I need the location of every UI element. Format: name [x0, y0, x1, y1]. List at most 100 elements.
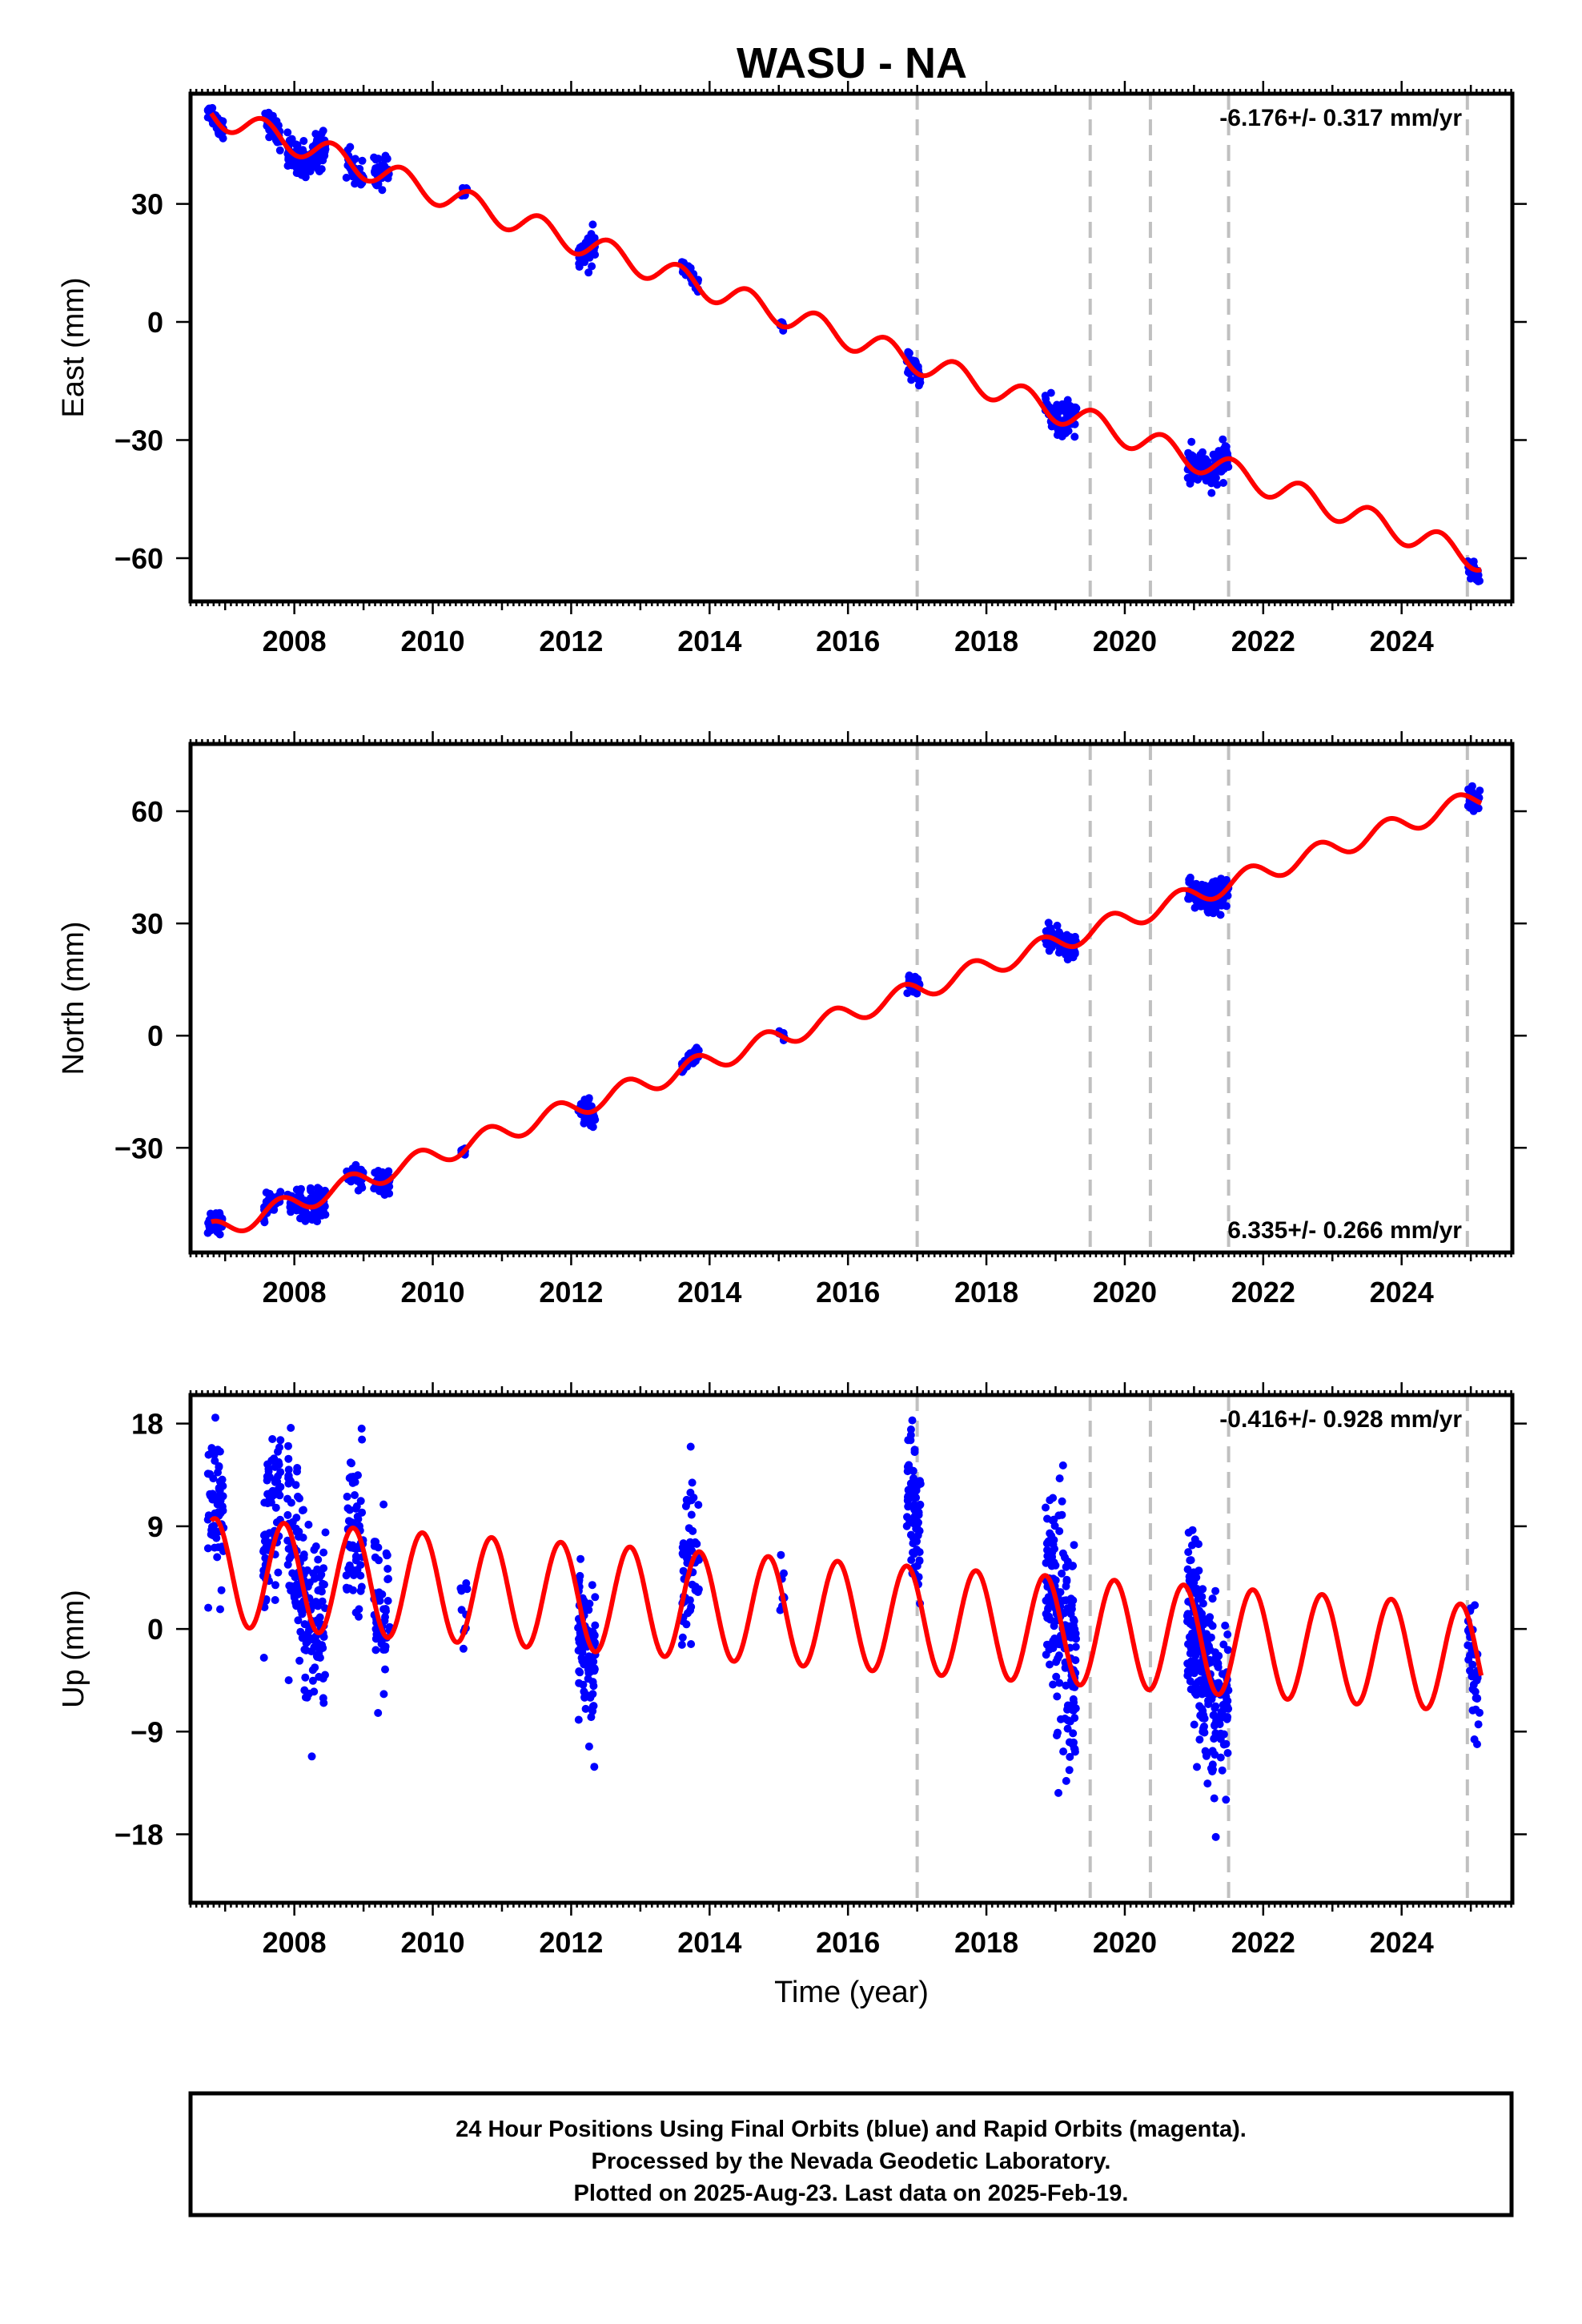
data-point: [1213, 1660, 1222, 1669]
x-tick-label: 2010: [400, 625, 464, 657]
data-point: [1474, 1720, 1483, 1729]
data-point: [380, 162, 389, 171]
data-point: [347, 1473, 355, 1482]
data-point: [1197, 459, 1206, 468]
data-point: [459, 1644, 468, 1653]
data-point: [905, 349, 913, 357]
data-point: [694, 1501, 703, 1510]
rate-annotation: 6.335+/- 0.266 mm/yr: [1227, 1217, 1462, 1244]
data-point: [356, 1586, 365, 1595]
data-point: [285, 1582, 294, 1590]
data-point: [1064, 1716, 1072, 1725]
data-point: [1062, 1776, 1070, 1785]
plot-area: [203, 1395, 1484, 1903]
data-point: [1223, 1749, 1232, 1757]
data-point: [462, 1579, 471, 1587]
model-curve: [209, 792, 1484, 1233]
data-point: [309, 1598, 318, 1607]
data-point: [685, 1596, 694, 1605]
data-point: [1210, 1794, 1219, 1803]
data-point: [1049, 1680, 1058, 1689]
data-point: [1201, 1747, 1210, 1755]
data-point: [298, 1606, 307, 1615]
data-point: [218, 1475, 227, 1484]
data-point: [287, 1424, 295, 1432]
data-point: [284, 154, 293, 163]
data-point: [358, 1435, 367, 1444]
data-point: [1071, 1642, 1080, 1651]
data-point: [905, 1461, 913, 1470]
data-point: [682, 1620, 691, 1629]
data-point: [215, 130, 223, 139]
data-point: [587, 1713, 596, 1722]
data-point: [353, 1512, 362, 1521]
data-point: [903, 1496, 912, 1505]
data-point: [909, 356, 917, 365]
data-point: [915, 1556, 924, 1565]
data-point: [1191, 903, 1199, 912]
data-point: [1058, 1461, 1067, 1470]
data-point: [1066, 1594, 1075, 1603]
data-point: [314, 1555, 323, 1564]
model-curve: [209, 111, 1484, 573]
footer-line-1: 24 Hour Positions Using Final Orbits (bl…: [456, 2117, 1247, 2142]
data-point: [1223, 1696, 1232, 1705]
data-point: [1194, 1678, 1203, 1687]
x-tick-label: 2016: [816, 1276, 880, 1309]
data-point: [1219, 1740, 1228, 1749]
data-point: [215, 1208, 224, 1217]
data-point: [1191, 1637, 1199, 1646]
x-tick-label: 2024: [1370, 1926, 1434, 1959]
data-point: [1472, 1705, 1480, 1714]
data-point: [283, 1560, 292, 1569]
data-point: [293, 1205, 302, 1214]
data-point: [1066, 1752, 1074, 1761]
data-point: [346, 143, 355, 151]
data-point: [1218, 1766, 1227, 1775]
data-point: [290, 1591, 299, 1600]
data-point: [260, 1218, 269, 1227]
data-point: [1219, 479, 1227, 487]
data-point: [590, 1665, 599, 1674]
data-point: [1065, 1766, 1074, 1775]
data-point: [1205, 906, 1213, 915]
plot-frame: [188, 91, 1515, 604]
data-point: [1468, 1672, 1476, 1681]
data-point: [580, 1660, 588, 1669]
data-point: [910, 1479, 918, 1488]
data-point: [1055, 1679, 1064, 1687]
data-point: [259, 1531, 268, 1540]
data-point: [379, 1500, 388, 1509]
data-point: [1207, 881, 1215, 890]
data-point: [1041, 392, 1050, 400]
data-point: [208, 1211, 217, 1220]
data-point: [1054, 928, 1063, 936]
data-point: [903, 1513, 911, 1522]
data-point: [906, 1436, 915, 1445]
data-point: [313, 164, 322, 173]
data-point: [907, 376, 916, 384]
data-point: [294, 1616, 303, 1625]
data-point: [581, 1704, 590, 1713]
data-point: [1042, 1503, 1050, 1512]
data-point: [379, 1690, 388, 1699]
data-point: [1053, 1731, 1061, 1739]
x-tick-label: 2012: [539, 625, 603, 657]
data-point: [1198, 885, 1207, 894]
data-point: [679, 1539, 688, 1548]
data-point: [206, 1470, 215, 1478]
data-point: [587, 1102, 596, 1111]
data-point: [215, 1224, 223, 1232]
data-point: [1054, 1651, 1063, 1660]
data-point: [1188, 1526, 1197, 1534]
data-point: [216, 1605, 224, 1614]
data-point: [307, 1647, 315, 1656]
data-point: [321, 1528, 330, 1537]
data-point: [356, 1571, 365, 1580]
data-point: [302, 1638, 311, 1647]
data-point: [283, 128, 292, 137]
x-tick-label: 2010: [400, 1926, 464, 1959]
data-point: [319, 1699, 328, 1707]
data-point: [211, 1413, 219, 1422]
data-point: [574, 1715, 583, 1724]
